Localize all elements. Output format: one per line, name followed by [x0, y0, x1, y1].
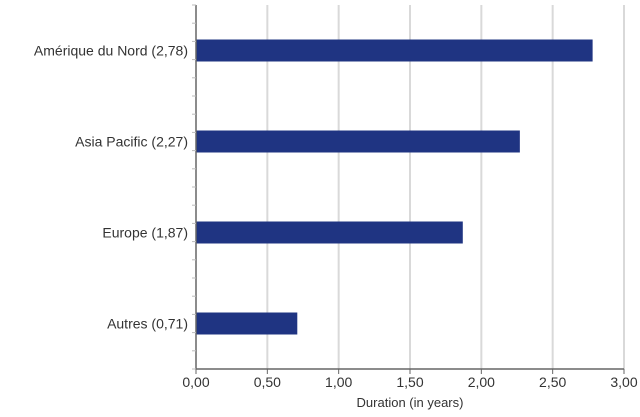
- bar-series: [196, 39, 593, 335]
- bar: [196, 312, 298, 335]
- x-axis-title: Duration (in years): [357, 395, 464, 410]
- category-label: Autres (0,71): [107, 316, 188, 332]
- category-label: Europe (1,87): [102, 225, 188, 241]
- bar: [196, 130, 520, 153]
- category-label: Amérique du Nord (2,78): [34, 43, 188, 59]
- grid-lines: [266, 5, 625, 369]
- category-label: Asia Pacific (2,27): [75, 134, 188, 150]
- x-tick-label: 1,50: [396, 374, 423, 390]
- x-tick-label: 2,00: [468, 374, 495, 390]
- x-tick-label: 2,50: [539, 374, 566, 390]
- y-axis: Amérique du Nord (2,78) Asia Pacific (2,2…: [34, 4, 197, 370]
- x-tick-label: 0,00: [182, 374, 209, 390]
- bar: [196, 39, 593, 62]
- x-tick-label: 1,00: [325, 374, 352, 390]
- x-tick-label: 0,50: [254, 374, 281, 390]
- x-axis: 0,00 0,50 1,00 1,50 2,00 2,50 3,00: [182, 368, 638, 390]
- x-tick-label: 3,00: [610, 374, 637, 390]
- bar: [196, 221, 463, 244]
